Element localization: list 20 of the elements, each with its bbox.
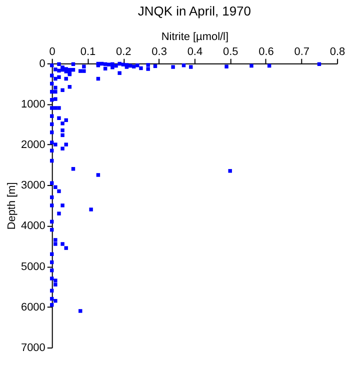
- x-axis-title: Nitrite [µmol/l]: [161, 30, 229, 43]
- y-tick-label: 2000: [20, 139, 46, 152]
- chart-title: JNQK in April, 1970: [138, 3, 251, 18]
- y-tick-label: 3000: [20, 180, 46, 192]
- y-tick-label: 5000: [20, 260, 46, 273]
- y-tick-label: 1000: [20, 98, 46, 110]
- x-tick-label: 0.6: [258, 46, 274, 58]
- x-tick-label: 0.8: [330, 46, 346, 58]
- y-tick-label: 6000: [20, 301, 46, 314]
- y-tick-label: 7000: [20, 342, 46, 354]
- y-tick-label: 0: [39, 58, 46, 70]
- y-tick-label: 4000: [20, 220, 46, 232]
- x-tick-label: 0: [49, 46, 56, 58]
- x-tick-label: 0.3: [152, 46, 167, 58]
- x-tick-label: 0.1: [80, 46, 96, 58]
- x-tick-label: 0.2: [116, 46, 132, 58]
- x-tick-label: 0.4: [187, 46, 203, 58]
- y-axis-title: Depth [m]: [6, 182, 18, 230]
- x-tick-label: 0.5: [222, 46, 238, 58]
- x-tick-label: 0.7: [294, 46, 310, 58]
